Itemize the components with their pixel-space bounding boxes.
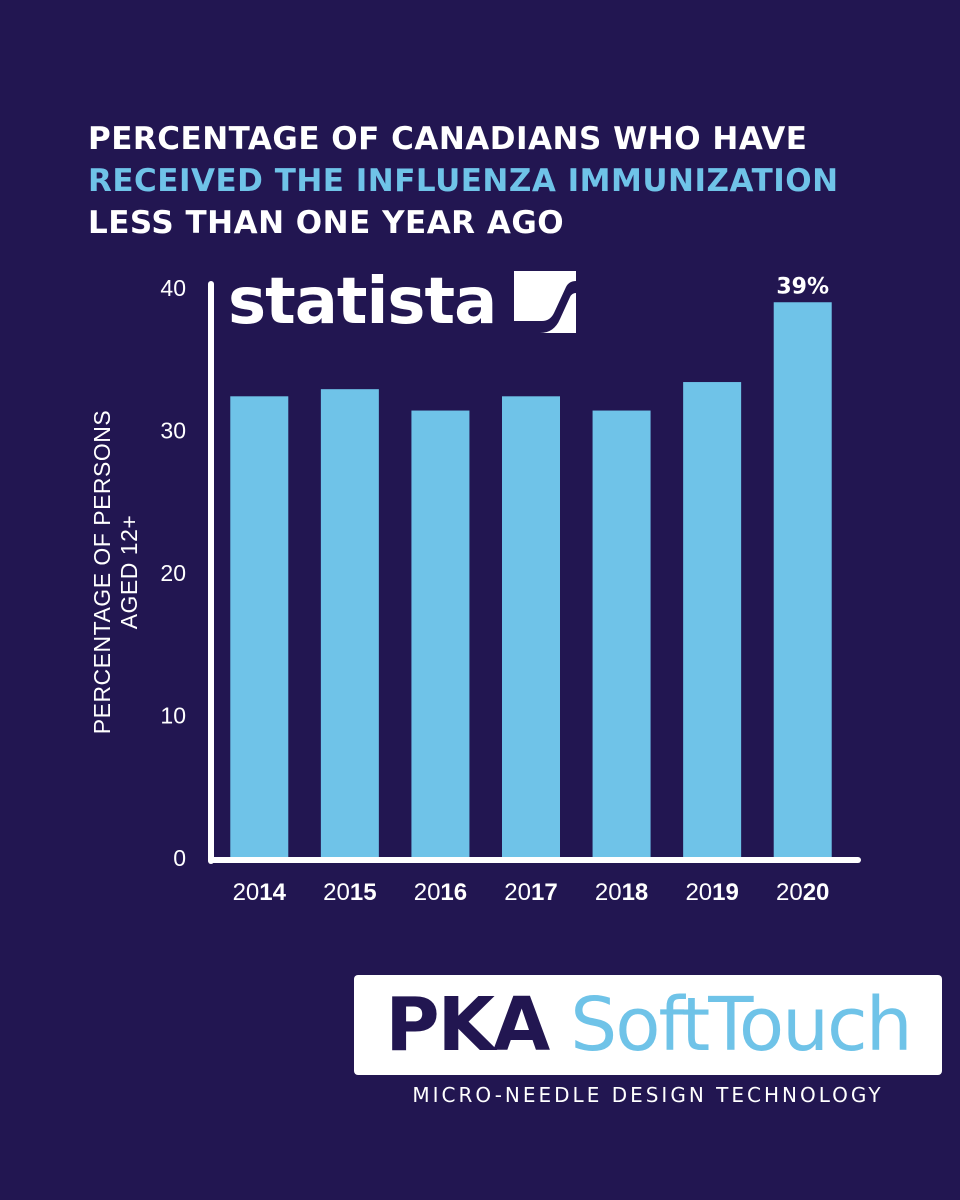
bar-2016 [411, 410, 470, 858]
chart-title: PERCENTAGE OF CANADIANS WHO HAVE RECEIVE… [88, 118, 928, 244]
statista-logo: statista [228, 265, 577, 339]
data-label-2020: 39% [776, 274, 829, 299]
bar-2018 [592, 410, 651, 858]
title-line-3: LESS THAN ONE YEAR AGO [88, 205, 565, 241]
title-line-2: RECEIVED THE INFLUENZA IMMUNIZATION [88, 163, 839, 199]
x-tick-label-2017: 2017 [504, 879, 557, 906]
bar-2017 [502, 396, 560, 858]
y-tick-label-40: 40 [160, 275, 186, 301]
x-tick-label-2019: 2019 [685, 879, 738, 906]
x-tick-label-2014: 2014 [233, 879, 287, 906]
bar-2015 [320, 389, 379, 858]
y-tick-label-20: 20 [160, 560, 186, 586]
bar-2020 [773, 302, 832, 858]
x-tick-label-2018: 2018 [595, 879, 648, 906]
y-tick-label-30: 30 [160, 418, 186, 444]
y-tick-label-10: 10 [160, 703, 186, 729]
bar-2019 [683, 382, 742, 858]
title-line-1: PERCENTAGE OF CANADIANS WHO HAVE [88, 121, 808, 157]
statista-wordmark: statista [228, 265, 497, 339]
statista-mark-icon [514, 271, 577, 333]
y-tick-label-0: 0 [173, 845, 186, 871]
pka-softtouch-logo: PKA SoftTouch [354, 975, 942, 1075]
y-axis-label-line-1: PERCENTAGE OF PERSONS [89, 409, 115, 735]
x-tick-label-2016: 2016 [414, 879, 467, 906]
x-tick-label-2015: 2015 [323, 879, 376, 906]
logo-pka-text: PKA [385, 982, 550, 1068]
logo-softtouch-text: SoftTouch [570, 982, 912, 1068]
x-tick-label-2020: 2020 [776, 879, 829, 906]
bar-2014 [230, 396, 289, 858]
bar-chart: 2014 2015 2016 2017 2018 2019 2020 39% 0 10 20 30 40 [160, 274, 861, 906]
y-axis-label-line-2: AGED 12+ [116, 514, 142, 630]
brand-tagline: MICRO-NEEDLE DESIGN TECHNOLOGY [412, 1083, 884, 1107]
